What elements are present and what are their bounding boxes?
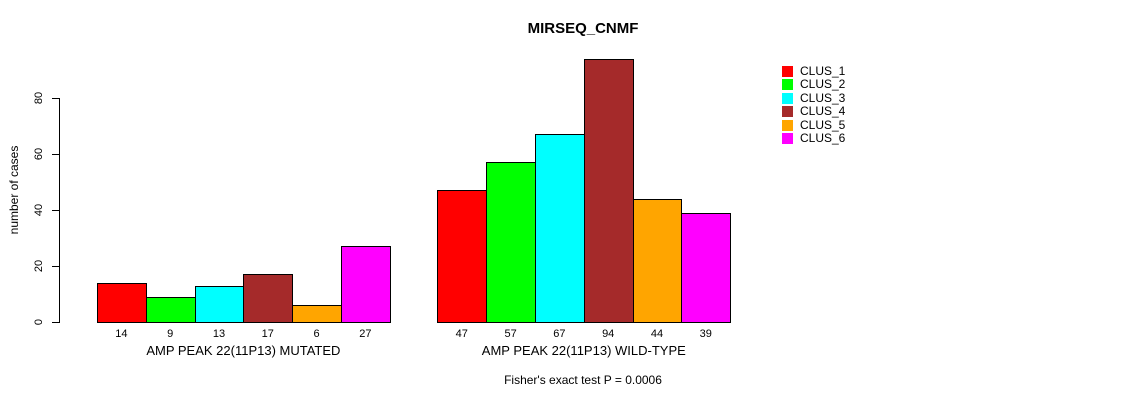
y-tick-label: 20 — [33, 259, 45, 273]
bar-value-label: 39 — [699, 328, 712, 340]
legend-item: CLUS_2 — [782, 78, 845, 90]
bar-value-label: 9 — [167, 328, 174, 340]
bar-value-label: 94 — [602, 328, 615, 340]
bar-value-label: 27 — [359, 328, 372, 340]
legend-swatch-clus_2 — [782, 78, 793, 90]
legend-item: CLUS_3 — [782, 92, 845, 104]
bar-clus_1 — [437, 190, 487, 323]
y-tick-label: 40 — [33, 203, 45, 217]
bar-clus_2 — [146, 297, 196, 323]
legend-label: CLUS_2 — [800, 77, 846, 91]
legend-label: CLUS_1 — [800, 64, 846, 78]
y-tick — [52, 266, 59, 267]
bar-value-label: 6 — [313, 328, 320, 340]
y-tick-label: 0 — [33, 318, 45, 326]
chart-title: MIRSEQ_CNMF — [527, 20, 639, 37]
y-tick-label: 80 — [33, 91, 45, 105]
bar-clus_3 — [195, 286, 244, 323]
legend-item: CLUS_1 — [782, 65, 845, 77]
bar-clus_6 — [341, 246, 391, 323]
legend-label: CLUS_4 — [800, 104, 846, 118]
bar-clus_1 — [97, 283, 147, 323]
y-tick — [52, 322, 59, 323]
group-label: AMP PEAK 22(11P13) WILD-TYPE — [481, 343, 686, 358]
bar-clus_4 — [243, 274, 293, 323]
y-tick-label: 60 — [33, 147, 45, 161]
bar-value-label: 44 — [650, 328, 664, 340]
group-label: AMP PEAK 22(11P13) MUTATED — [146, 343, 341, 358]
legend-item: CLUS_4 — [782, 105, 845, 117]
bar-value-label: 47 — [455, 328, 468, 340]
bar-value-label: 17 — [261, 328, 274, 340]
legend-swatch-clus_5 — [782, 119, 793, 131]
bar-clus_4 — [584, 59, 634, 323]
bar-value-label: 67 — [553, 328, 566, 340]
legend-swatch-clus_4 — [782, 105, 793, 117]
bar-value-label: 57 — [504, 328, 517, 340]
y-axis-line — [59, 98, 60, 323]
bar-clus_5 — [633, 199, 682, 323]
legend-item: CLUS_5 — [782, 119, 845, 131]
y-axis-label: number of cases — [7, 145, 21, 235]
legend-item: CLUS_6 — [782, 132, 845, 144]
y-tick — [52, 210, 59, 211]
bar-clus_3 — [535, 134, 585, 323]
y-tick — [52, 154, 59, 155]
legend-label: CLUS_6 — [800, 131, 846, 145]
y-tick — [52, 98, 59, 99]
legend-swatch-clus_3 — [782, 92, 793, 104]
bar-value-label: 14 — [115, 328, 128, 340]
legend-label: CLUS_5 — [800, 118, 846, 132]
bar-value-label: 13 — [212, 328, 226, 340]
legend-swatch-clus_1 — [782, 65, 793, 77]
bar-clus_2 — [486, 162, 536, 323]
legend-swatch-clus_6 — [782, 132, 793, 144]
legend-label: CLUS_3 — [800, 91, 846, 105]
bar-clus_5 — [292, 305, 342, 323]
fisher-test-annotation: Fisher's exact test P = 0.0006 — [504, 373, 662, 387]
bar-clus_6 — [681, 213, 731, 323]
